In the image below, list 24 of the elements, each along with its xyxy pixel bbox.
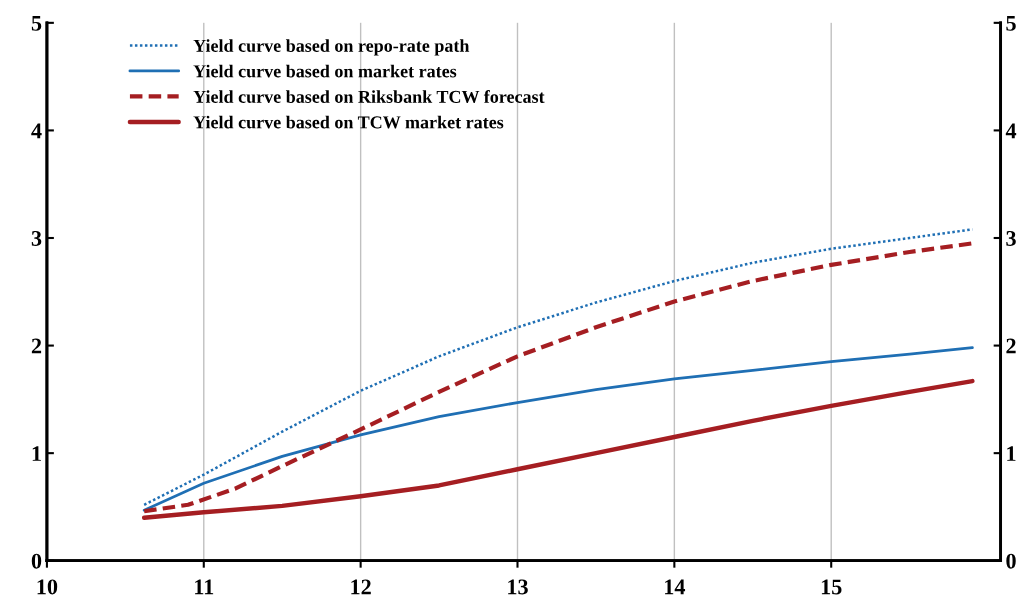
legend-label: Yield curve based on repo-rate path	[193, 39, 470, 56]
x-tick-label: 13	[508, 579, 528, 595]
y-tick-label: 5	[31, 16, 42, 31]
y-tick-label: 2	[31, 338, 42, 354]
y2-tick-label: 0	[1006, 553, 1016, 569]
y-tick-label: 3	[31, 230, 42, 246]
x-tick-label: 11	[195, 579, 214, 595]
x-tick-label: 12	[351, 579, 371, 595]
legend-label: Yield curve based on TCW market rates	[193, 115, 504, 129]
y2-tick-label: 4	[1005, 123, 1017, 139]
line-series	[142, 346, 974, 512]
x-tick-label: 14	[665, 579, 686, 595]
y-tick-label: 0	[31, 553, 42, 569]
y-tick-label: 1	[32, 446, 41, 461]
line-series	[141, 378, 975, 520]
y-tick-label: 4	[31, 123, 42, 139]
x-tick-label: 10	[37, 579, 58, 595]
y2-tick-label: 1	[1007, 446, 1016, 461]
y2-tick-label: 2	[1006, 338, 1016, 354]
legend-label: Yield curve based on Riksbank TCW forecast	[193, 90, 545, 104]
x-tick-label: 15	[821, 579, 842, 595]
y2-tick-label: 3	[1006, 230, 1016, 246]
y2-tick-label: 5	[1006, 16, 1016, 31]
legend-label: Yield curve based on market rates	[193, 64, 457, 78]
